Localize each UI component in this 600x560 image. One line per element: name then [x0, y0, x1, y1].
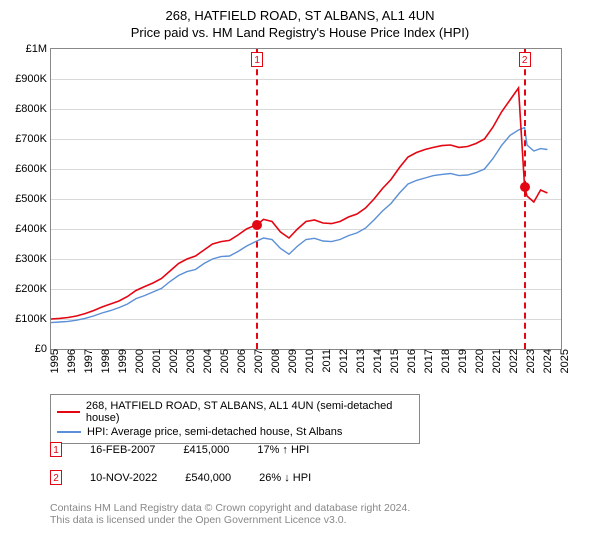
transaction-date: 10-NOV-2022 — [90, 472, 157, 484]
transaction-marker-icon: 2 — [50, 470, 62, 485]
x-axis-tick-label: 2008 — [268, 349, 282, 373]
page-title-line1: 268, HATFIELD ROAD, ST ALBANS, AL1 4UN — [0, 0, 600, 23]
y-axis-tick-label: £600K — [15, 163, 51, 175]
page-title-line2: Price paid vs. HM Land Registry's House … — [0, 23, 600, 40]
transaction-row: 2 10-NOV-2022 £540,000 26% ↓ HPI — [50, 470, 311, 485]
y-axis-tick-label: £400K — [15, 223, 51, 235]
x-axis-tick-label: 2020 — [472, 349, 486, 373]
x-axis-tick-label: 2025 — [557, 349, 571, 373]
transaction-diff: 17% ↑ HPI — [257, 444, 309, 456]
x-axis-tick-label: 2018 — [438, 349, 452, 373]
x-axis-tick-label: 2015 — [387, 349, 401, 373]
transaction-vline — [524, 49, 526, 349]
x-axis-tick-label: 2004 — [200, 349, 214, 373]
y-axis-tick-label: £900K — [15, 73, 51, 85]
transaction-marker-icon: 2 — [519, 52, 531, 67]
x-axis-tick-label: 2003 — [183, 349, 197, 373]
transaction-price: £415,000 — [183, 444, 229, 456]
y-axis-tick-label: £500K — [15, 193, 51, 205]
legend-item-price-paid: 268, HATFIELD ROAD, ST ALBANS, AL1 4UN (… — [57, 399, 413, 425]
x-axis-tick-label: 2006 — [234, 349, 248, 373]
x-axis-tick-label: 2024 — [540, 349, 554, 373]
chart-svg — [51, 49, 561, 349]
x-axis-tick-label: 2019 — [455, 349, 469, 373]
legend-box: 268, HATFIELD ROAD, ST ALBANS, AL1 4UN (… — [50, 394, 420, 444]
series-line-hpi — [51, 128, 547, 323]
legend-label: HPI: Average price, semi-detached house,… — [87, 426, 342, 438]
x-axis-tick-label: 2017 — [421, 349, 435, 373]
x-axis-tick-label: 2014 — [370, 349, 384, 373]
transaction-point-icon — [252, 220, 262, 230]
x-axis-tick-label: 2023 — [523, 349, 537, 373]
x-axis-tick-label: 1998 — [98, 349, 112, 373]
y-axis-tick-label: £800K — [15, 103, 51, 115]
legend-item-hpi: HPI: Average price, semi-detached house,… — [57, 425, 413, 439]
transaction-marker-icon: 1 — [251, 52, 263, 67]
x-axis-tick-label: 1995 — [47, 349, 61, 373]
transaction-date: 16-FEB-2007 — [90, 444, 155, 456]
transaction-marker-icon: 1 — [50, 442, 62, 457]
x-axis-tick-label: 2001 — [149, 349, 163, 373]
x-axis-tick-label: 2000 — [132, 349, 146, 373]
x-axis-tick-label: 1997 — [81, 349, 95, 373]
legend-swatch — [57, 411, 80, 413]
transaction-vline — [256, 49, 258, 349]
x-axis-tick-label: 2010 — [302, 349, 316, 373]
footer-line: Contains HM Land Registry data © Crown c… — [50, 502, 410, 514]
transaction-price: £540,000 — [185, 472, 231, 484]
x-axis-tick-label: 2021 — [489, 349, 503, 373]
series-line-price_paid — [51, 88, 547, 319]
x-axis-tick-label: 2007 — [251, 349, 265, 373]
x-axis-tick-label: 2005 — [217, 349, 231, 373]
x-axis-tick-label: 2002 — [166, 349, 180, 373]
legend-swatch — [57, 431, 81, 433]
y-axis-tick-label: £300K — [15, 253, 51, 265]
x-axis-tick-label: 2013 — [353, 349, 367, 373]
transaction-diff: 26% ↓ HPI — [259, 472, 311, 484]
y-axis-tick-label: £100K — [15, 313, 51, 325]
x-axis-tick-label: 2011 — [319, 349, 333, 373]
footer-line: This data is licensed under the Open Gov… — [50, 514, 410, 526]
x-axis-tick-label: 2022 — [506, 349, 520, 373]
x-axis-tick-label: 2016 — [404, 349, 418, 373]
legend-label: 268, HATFIELD ROAD, ST ALBANS, AL1 4UN (… — [86, 400, 413, 424]
transaction-point-icon — [520, 182, 530, 192]
x-axis-tick-label: 1996 — [64, 349, 78, 373]
y-axis-tick-label: £700K — [15, 133, 51, 145]
y-axis-tick-label: £200K — [15, 283, 51, 295]
footer-attribution: Contains HM Land Registry data © Crown c… — [50, 502, 410, 526]
x-axis-tick-label: 2009 — [285, 349, 299, 373]
x-axis-tick-label: 2012 — [336, 349, 350, 373]
x-axis-tick-label: 1999 — [115, 349, 129, 373]
transaction-row: 1 16-FEB-2007 £415,000 17% ↑ HPI — [50, 442, 309, 457]
chart-plot-area: £0£100K£200K£300K£400K£500K£600K£700K£80… — [50, 48, 562, 350]
y-axis-tick-label: £1M — [26, 43, 51, 55]
